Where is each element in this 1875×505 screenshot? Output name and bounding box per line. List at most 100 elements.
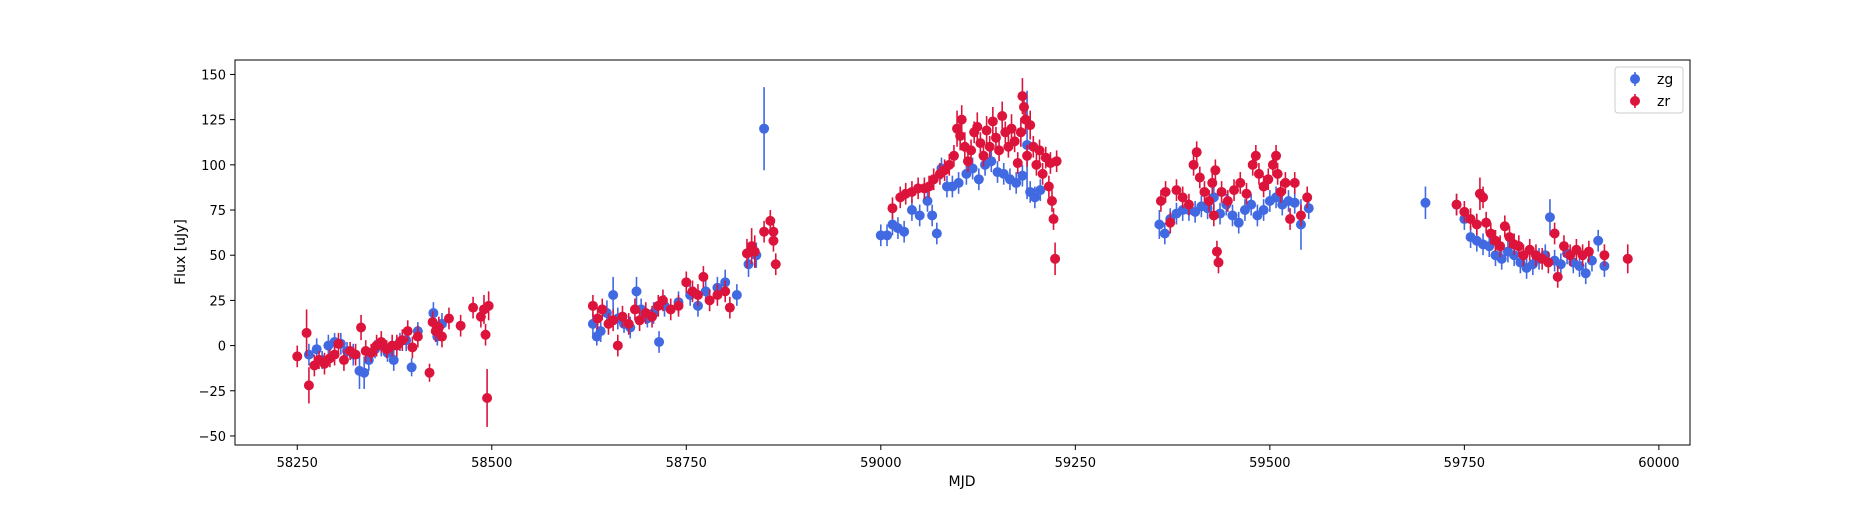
x-tick-label: 58250 bbox=[277, 456, 318, 471]
data-point bbox=[1208, 210, 1219, 221]
data-point bbox=[483, 300, 494, 311]
data-point bbox=[924, 181, 935, 192]
y-tick-label: 50 bbox=[209, 249, 226, 264]
data-point bbox=[1485, 228, 1496, 239]
data-point bbox=[1499, 221, 1510, 232]
data-point bbox=[931, 228, 942, 239]
data-point bbox=[1478, 192, 1489, 203]
data-point bbox=[1302, 192, 1313, 203]
data-point bbox=[1011, 177, 1022, 188]
data-point bbox=[698, 271, 709, 282]
data-point bbox=[972, 121, 983, 132]
data-point bbox=[1599, 250, 1610, 261]
data-point bbox=[631, 286, 642, 297]
data-point bbox=[301, 327, 312, 338]
data-point bbox=[1037, 168, 1048, 179]
data-point bbox=[981, 125, 992, 136]
data-point bbox=[1025, 120, 1036, 131]
data-point bbox=[1271, 150, 1282, 161]
x-tick-label: 58750 bbox=[666, 456, 707, 471]
y-tick-label: 150 bbox=[201, 68, 226, 83]
data-point bbox=[987, 116, 998, 127]
data-point bbox=[617, 311, 628, 322]
data-point bbox=[1034, 145, 1045, 156]
data-point bbox=[955, 130, 966, 141]
data-point bbox=[1451, 199, 1462, 210]
data-point bbox=[338, 355, 349, 366]
data-point bbox=[948, 150, 959, 161]
data-marks bbox=[292, 78, 1633, 427]
data-point bbox=[303, 380, 314, 391]
data-point bbox=[1015, 127, 1026, 138]
data-point bbox=[1622, 253, 1633, 264]
data-point bbox=[731, 289, 742, 300]
y-tick-label: −25 bbox=[199, 385, 226, 400]
data-point bbox=[724, 302, 735, 313]
data-point bbox=[1303, 203, 1314, 214]
data-point bbox=[311, 344, 322, 355]
legend-label: zg bbox=[1657, 72, 1673, 88]
data-point bbox=[1289, 177, 1300, 188]
data-point bbox=[1018, 101, 1029, 112]
data-point bbox=[741, 248, 752, 259]
data-point bbox=[1504, 232, 1515, 243]
x-tick-label: 59500 bbox=[1249, 456, 1290, 471]
data-point bbox=[1031, 159, 1042, 170]
y-axis-label: Flux [uJy] bbox=[173, 219, 189, 285]
data-point bbox=[424, 367, 435, 378]
data-point bbox=[1194, 172, 1205, 183]
y-tick-label: 75 bbox=[209, 204, 226, 219]
data-point bbox=[1216, 186, 1227, 197]
data-point bbox=[906, 205, 917, 216]
data-point bbox=[657, 295, 668, 306]
data-point bbox=[770, 259, 781, 270]
data-point bbox=[1012, 158, 1023, 169]
data-point bbox=[1420, 197, 1431, 208]
data-point bbox=[1159, 228, 1170, 239]
data-point bbox=[1222, 195, 1233, 206]
y-tick-label: 100 bbox=[201, 159, 226, 174]
data-point bbox=[468, 302, 479, 313]
data-point bbox=[1549, 228, 1560, 239]
data-point bbox=[1227, 210, 1238, 221]
data-point bbox=[759, 123, 770, 134]
legend-item-zg: zg bbox=[1630, 72, 1673, 88]
data-point bbox=[1495, 241, 1506, 252]
data-point bbox=[1235, 177, 1246, 188]
data-point bbox=[1593, 235, 1604, 246]
data-point bbox=[1580, 268, 1591, 279]
data-point bbox=[1213, 257, 1224, 268]
x-tick-label: 59000 bbox=[860, 456, 901, 471]
data-point bbox=[366, 347, 377, 358]
legend-marker bbox=[1630, 96, 1640, 106]
data-point bbox=[1191, 147, 1202, 158]
series-zr bbox=[292, 78, 1633, 427]
data-point bbox=[1258, 181, 1269, 192]
data-point bbox=[914, 210, 925, 221]
data-point bbox=[899, 226, 910, 237]
legend-item-zr: zr bbox=[1630, 94, 1670, 110]
data-point bbox=[1558, 241, 1569, 252]
data-point bbox=[376, 336, 387, 347]
data-point bbox=[397, 335, 408, 346]
data-point bbox=[1280, 177, 1291, 188]
data-point bbox=[956, 114, 967, 125]
x-tick-label: 60000 bbox=[1638, 456, 1679, 471]
data-point bbox=[1543, 257, 1554, 268]
data-point bbox=[587, 300, 598, 311]
data-point bbox=[967, 163, 978, 174]
data-point bbox=[749, 246, 760, 257]
data-point bbox=[1246, 199, 1257, 210]
data-point bbox=[700, 286, 711, 297]
data-point bbox=[1035, 185, 1046, 196]
data-point bbox=[1171, 185, 1182, 196]
data-point bbox=[654, 336, 665, 347]
data-point bbox=[681, 277, 692, 288]
data-point bbox=[292, 351, 303, 362]
y-tick-label: 0 bbox=[218, 340, 226, 355]
data-point bbox=[1258, 205, 1269, 216]
data-point bbox=[927, 210, 938, 221]
data-point bbox=[1289, 197, 1300, 208]
